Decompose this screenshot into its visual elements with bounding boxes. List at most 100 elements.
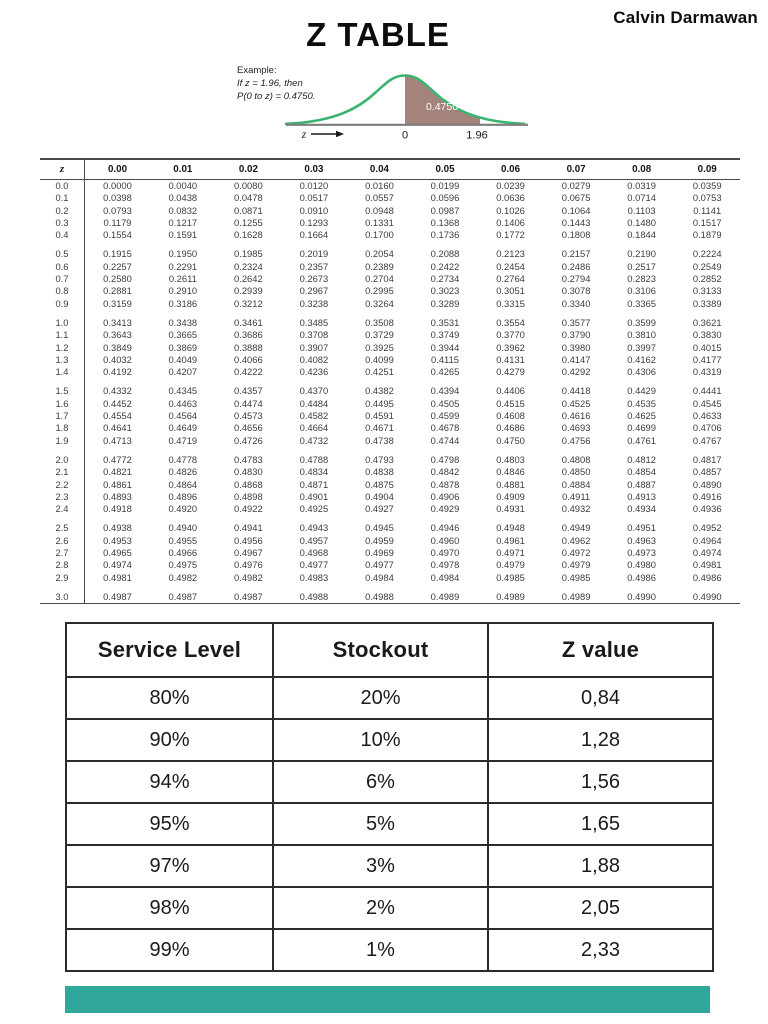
z-value-cell: 0.4656 [234,422,263,434]
z-value-cell: 0.2123 [496,248,525,260]
z-value-cell: 0.4732 [299,434,329,446]
example-line-1: Example: [237,65,277,76]
z-table-row: 2.4 0.4918 0.4920 0.4922 0.4925 0.4927 0.4929 0… [40,503,740,516]
z-table-body: 0.0 0.0000 0.0040 0.0080 0.0120 0.0160 0.0199 0… [40,179,741,605]
z-value-cell: 0.2611 [168,273,197,285]
z-value-cell: 0.1700 [365,229,394,241]
z-value-cell: 0.4474 [234,397,263,409]
z-value-cell: 0.3133 [692,285,722,297]
z-value-cell: 0.1368 [430,216,460,228]
z-value-cell: 0.2995 [365,285,394,297]
z-value-cell: 0.4972 [561,547,591,559]
z-value-cell: 0.4854 [627,466,656,478]
z-value-cell: 0.0239 [496,180,525,191]
z-table-row: 0.5 0.1915 0.1950 0.1985 0.2019 0.2054 0.2088 0… [40,248,740,261]
service-table-row: 90% 10% 1,28 [65,718,714,762]
z-value-cell: 0.4699 [627,422,656,434]
z-value-cell: 0.4971 [496,547,525,559]
z-value-cell: 0.4192 [103,366,132,378]
z-value-cell: 0.3340 [561,297,591,309]
z-value-cell: 0.4599 [430,410,460,422]
z-value-cell: 0.1879 [692,229,722,241]
z-value-cell: 0.4868 [234,478,263,490]
z-value-cell: 0.4719 [168,434,198,446]
z-value-cell: 0.0832 [168,204,198,216]
z-value-cell: 0.4887 [627,478,656,490]
z-value-cell: 0.3531 [430,316,460,328]
normal-distribution-figure: 0.4750 z 0 1.96 [278,66,534,146]
z-row-label: 1.3 [40,353,85,367]
service-table-header-row: Service Level Stockout Z value [65,622,714,678]
z-value-cell: 0.4979 [496,559,525,571]
tick-label-196: 1.96 [466,130,487,142]
service-table-cell: 2,33 [487,928,714,972]
z-row-label: 2.5 [40,522,85,535]
z-value-cell: 0.4633 [692,410,722,422]
z-value-cell: 0.3729 [365,329,394,341]
z-value-cell: 0.4988 [346,590,413,605]
z-row-label: 2.7 [40,547,85,560]
z-value-cell: 0.3365 [627,297,656,309]
z-value-cell: 0.3413 [103,316,132,328]
z-value-cell: 0.0517 [299,192,329,204]
z-table-header: z 0.00 0.01 0.02 0.03 0.04 0.05 0.06 0.07 0.08 0.0… [40,158,740,180]
z-value-cell: 0.4484 [299,397,329,409]
z-row-label: 1.1 [40,329,85,342]
z-table-row: 1.9 0.4713 0.4719 0.4726 0.4732 0.4738 0.4744 0… [40,434,740,447]
z-row-label: 2.4 [40,503,85,516]
z-value-cell: 0.4671 [365,422,394,434]
z-value-cell: 0.3554 [496,316,525,328]
z-value-cell: 0.4884 [561,478,591,490]
z-value-cell: 0.4976 [234,559,263,571]
z-value-cell: 0.4222 [234,366,263,378]
z-value-cell: 0.4943 [299,522,329,534]
z-row-label: 1.8 [40,422,85,435]
z-value-cell: 0.0040 [168,180,198,191]
z-value-cell: 0.4906 [430,490,460,502]
z-value-cell: 0.4941 [234,522,263,534]
z-value-cell: 0.0199 [430,180,460,191]
service-table-cell: 1% [272,928,489,972]
z-table-row: 0.4 0.1554 0.1591 0.1628 0.1664 0.1700 0.1736 0… [40,229,740,242]
z-value-cell: 0.3980 [561,341,591,353]
z-row-label: 0.6 [40,260,85,274]
z-value-cell: 0.0279 [561,180,591,191]
gap-cell [40,583,85,591]
example-line-3: P(0 to z) = 0.4750. [237,91,316,102]
z-value-cell: 0.4934 [627,503,656,515]
z-value-cell: 0.4535 [627,397,656,409]
z-row-label: 2.3 [40,490,85,504]
author-name: Calvin Darmawan [613,8,758,27]
z-row-label: 2.9 [40,571,85,584]
z-value-cell: 0.4918 [103,503,132,515]
z-value-cell: 0.3621 [692,316,722,328]
z-value-cell: 0.2673 [299,273,329,285]
z-table-column-header: 0.03 [281,158,347,180]
z-value-cell: 0.4989 [543,590,609,605]
z-table-row: 2.3 0.4893 0.4896 0.4898 0.4901 0.4904 0.4906 0… [40,490,740,504]
z-table-row: 0.7 0.2580 0.2611 0.2642 0.2673 0.2704 0.2734 0… [40,273,740,286]
z-value-cell: 0.4878 [430,478,460,490]
z-value-cell: 0.4990 [674,590,740,605]
z-value-cell: 0.4952 [692,522,722,534]
z-table-group-gap [40,309,740,317]
z-value-cell: 0.4988 [281,590,347,605]
z-value-cell: 0.4969 [365,547,394,559]
gap-cell [85,447,741,454]
z-table-row: 0.6 0.2257 0.2291 0.2324 0.2357 0.2389 0.2422 0… [40,260,740,274]
z-value-cell: 0.0871 [234,204,263,216]
service-table-cell: 98% [65,886,274,930]
gap-cell [85,378,741,385]
z-value-cell: 0.1985 [234,248,263,260]
z-table-row: 3.0 0.4987 0.4987 0.4987 0.4988 0.4988 0.4989 0… [40,590,740,605]
z-value-cell: 0.1628 [234,229,263,241]
service-table-cell: 2,05 [487,886,714,930]
z-value-cell: 0.2157 [561,248,591,260]
z-value-cell: 0.4830 [234,466,263,478]
z-value-cell: 0.4726 [234,434,263,446]
z-value-cell: 0.2088 [430,248,460,260]
z-table-header-row: z 0.00 0.01 0.02 0.03 0.04 0.05 0.06 0.07 0.08 0.0… [40,158,740,180]
z-value-cell: 0.4890 [692,478,722,490]
z-value-cell: 0.3749 [430,329,460,341]
z-row-label: 2.2 [40,478,85,491]
